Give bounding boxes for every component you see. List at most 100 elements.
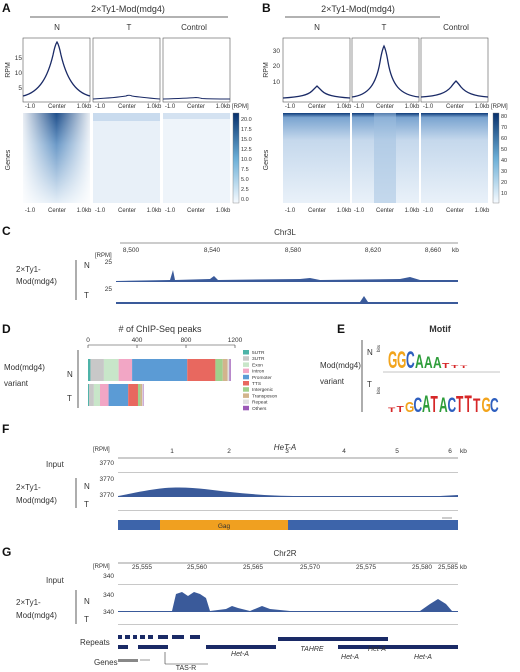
motif-letter: A bbox=[433, 353, 442, 371]
coord-tick: 25,585 bbox=[438, 564, 458, 571]
repeats-label: Repeats bbox=[80, 638, 110, 647]
motif-letter: A bbox=[424, 354, 433, 372]
axis-label: variant bbox=[4, 379, 29, 388]
x-tick: Center bbox=[446, 104, 464, 110]
track-signal bbox=[118, 487, 458, 497]
category-label: N bbox=[67, 370, 73, 379]
colorbar-tick: 40 bbox=[501, 158, 507, 164]
x-tick: 1.0kb bbox=[475, 208, 490, 214]
gag-label: Gag bbox=[218, 523, 231, 530]
colorbar-tick: 20 bbox=[501, 180, 507, 186]
repeat-name: Het-A bbox=[231, 651, 249, 658]
motif-letter: T bbox=[430, 392, 437, 417]
chart-title: # of ChIP-Seq peaks bbox=[118, 324, 202, 334]
x-tick: 1.0kb bbox=[147, 104, 162, 110]
legend-swatch bbox=[243, 374, 249, 380]
element-title: HeT-A bbox=[274, 443, 296, 452]
x-tick: 1.0kb bbox=[216, 208, 231, 214]
panel-g: G Chr2R [RPM] 25,555 25,560 25,565 25,57… bbox=[2, 545, 467, 672]
colorbar-tick: 17.5 bbox=[241, 127, 252, 133]
panel-title: 2×Ty1-Mod(mdg4) bbox=[91, 4, 165, 14]
motif-row-label: T bbox=[367, 380, 372, 389]
genes-label: Genes bbox=[94, 658, 118, 667]
track-unit: [RPM] bbox=[95, 253, 112, 259]
x-tick: Center bbox=[308, 208, 326, 214]
x-tick: Center bbox=[48, 104, 66, 110]
motif-letter: C bbox=[448, 392, 457, 417]
x-tick: -1.0 bbox=[95, 104, 106, 110]
repeat-name: TAHRE bbox=[300, 646, 324, 653]
colorbar-tick: 70 bbox=[501, 125, 507, 131]
colorbar-tick: 60 bbox=[501, 136, 507, 142]
x-tick: 1.0kb bbox=[475, 104, 490, 110]
heatmap-unit: [RPM] bbox=[491, 104, 508, 110]
legend-swatch bbox=[243, 368, 249, 374]
x-tick: Center bbox=[376, 208, 394, 214]
legend-entry: Transposon bbox=[252, 393, 277, 399]
bar-segment-others bbox=[229, 359, 231, 381]
x-tick: Center bbox=[446, 208, 464, 214]
chromosome-label: Chr2R bbox=[273, 549, 296, 558]
track-max: 25 bbox=[105, 259, 113, 266]
coord-tick: 2 bbox=[227, 448, 231, 455]
track-name: T bbox=[84, 500, 89, 509]
track-max: 3770 bbox=[100, 476, 115, 483]
x-tick: 400 bbox=[132, 337, 143, 344]
bar-segment-promoter bbox=[132, 359, 188, 381]
x-tick: Center bbox=[376, 104, 394, 110]
axis-label: Mod(mdg4) bbox=[4, 363, 45, 372]
motif-letter: A bbox=[422, 392, 431, 419]
repeat-name: Het-A bbox=[368, 646, 386, 653]
colorbar-tick: 80 bbox=[501, 114, 507, 120]
x-tick: 1.0kb bbox=[405, 208, 420, 214]
column-label: N bbox=[54, 23, 60, 32]
track-max: 3770 bbox=[100, 492, 115, 499]
panel-f: F HeT-A [RPM] 1 2 3 4 5 6 kb Input 3770 … bbox=[2, 422, 467, 530]
track-label: 2×Ty1- bbox=[16, 598, 41, 607]
x-tick: -1.0 bbox=[165, 208, 176, 214]
heatmap-control bbox=[421, 113, 488, 203]
x-tick: 1.0kb bbox=[337, 208, 352, 214]
column-label: Control bbox=[443, 23, 469, 32]
colorbar-tick: 0.0 bbox=[241, 197, 249, 203]
panel-title: 2×Ty1-Mod(mdg4) bbox=[321, 4, 395, 14]
repeat-name: Het-A bbox=[414, 654, 432, 661]
coord-tick: 5 bbox=[395, 448, 399, 455]
bar-segment-repeat bbox=[142, 384, 143, 406]
svg-text:10: 10 bbox=[273, 79, 281, 86]
svg-text:15: 15 bbox=[15, 55, 23, 62]
legend-entry: Intron bbox=[252, 369, 265, 375]
motif-title: Motif bbox=[429, 324, 451, 334]
motif-letter: C bbox=[414, 392, 423, 417]
coord-tick: 1 bbox=[170, 448, 174, 455]
motif-letter: A bbox=[415, 352, 424, 372]
bits-label: bits bbox=[376, 344, 381, 352]
panel-letter: D bbox=[2, 322, 11, 336]
x-tick: Center bbox=[187, 208, 205, 214]
coord-tick: 4 bbox=[342, 448, 346, 455]
legend-swatch bbox=[243, 362, 249, 367]
x-tick: Center bbox=[48, 208, 66, 214]
x-tick: -1.0 bbox=[25, 208, 36, 214]
colorbar-tick: 15.0 bbox=[241, 137, 252, 143]
panel-letter: B bbox=[262, 1, 271, 15]
x-tick: -1.0 bbox=[354, 208, 365, 214]
coord-tick: 25,580 bbox=[412, 564, 432, 571]
colorbar bbox=[232, 112, 240, 204]
svg-text:30: 30 bbox=[273, 48, 281, 55]
genes-axis-label: Genes bbox=[5, 149, 12, 170]
x-tick: 0 bbox=[86, 337, 90, 344]
track-label: Mod(mdg4) bbox=[16, 611, 57, 620]
column-label: N bbox=[314, 23, 320, 32]
track-unit: [RPM] bbox=[93, 564, 110, 570]
bar-segment-5utr bbox=[88, 359, 91, 381]
x-tick: -1.0 bbox=[423, 208, 434, 214]
motif-letter: T bbox=[397, 406, 405, 415]
gene-name: TAS-R bbox=[176, 665, 196, 672]
x-tick: Center bbox=[118, 208, 136, 214]
chromosome-label: Chr3L bbox=[274, 228, 296, 237]
motif-letter: G bbox=[397, 348, 406, 375]
motif-letter: G bbox=[482, 392, 491, 417]
panel-letter: C bbox=[2, 224, 11, 238]
